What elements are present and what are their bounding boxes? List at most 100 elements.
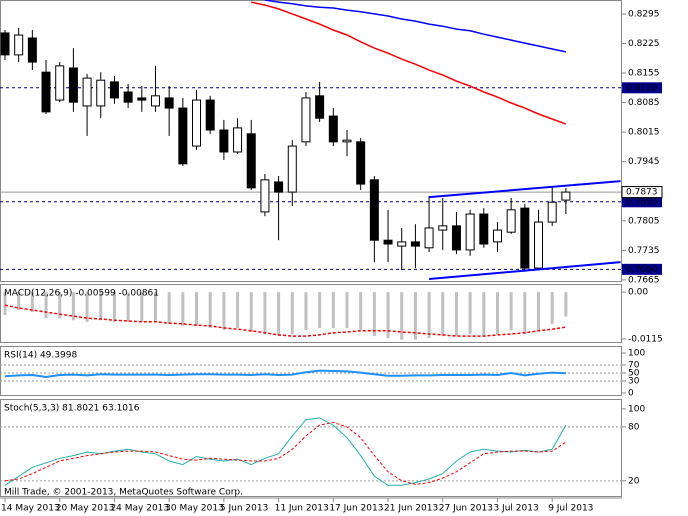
x-tick-label: 5 Jun 2013 [220, 504, 268, 514]
histogram-bar [468, 292, 472, 335]
histogram-bar [153, 292, 157, 322]
series-line [264, 0, 567, 53]
y-tick-label: 0.7665 [628, 275, 660, 285]
y-tick-label: 0.7945 [628, 157, 660, 167]
histogram-bar [400, 292, 404, 340]
trendline [428, 261, 621, 281]
y-tick-label: 0.8085 [628, 98, 660, 108]
y-tick-label: 30 [628, 377, 640, 387]
panel-frame [0, 284, 622, 343]
candle-body [164, 97, 174, 109]
histogram-bar [167, 292, 171, 324]
candle-body [561, 191, 571, 201]
candle-body [14, 34, 24, 56]
candle-body [342, 139, 352, 143]
candle-body [369, 179, 379, 241]
candle-body [260, 179, 270, 213]
y-tick-label: 0.7735 [628, 246, 660, 256]
candle-body [123, 91, 133, 103]
candle-body [233, 127, 243, 153]
candle-body [137, 97, 147, 101]
level-label: 0.7690 [626, 265, 658, 275]
x-tick-label: 17 Jun 2013 [329, 504, 383, 514]
y-tick-label: 100 [628, 349, 645, 359]
histogram-bar [71, 292, 75, 321]
candle-body [55, 65, 65, 101]
histogram-bar [564, 292, 568, 317]
candle-body [547, 201, 557, 223]
candle-body [109, 81, 119, 99]
candle-body [150, 95, 160, 107]
histogram-bar [99, 292, 103, 321]
series-line [4, 417, 567, 486]
histogram-bar [495, 292, 499, 335]
histogram-bar [304, 292, 308, 330]
series-line [251, 1, 567, 125]
candle-body [520, 207, 530, 269]
y-tick-label: 50 [628, 369, 640, 379]
y-tick-label: -0.0115 [628, 334, 663, 344]
histogram-bar [454, 292, 458, 337]
panel-frame [0, 346, 622, 396]
candle-body [205, 99, 215, 131]
histogram-bar [345, 292, 349, 328]
histogram-bar [537, 292, 541, 330]
candle-body [0, 32, 10, 56]
candle-body [192, 99, 202, 147]
histogram-bar [290, 292, 294, 335]
level-label-box [622, 82, 662, 94]
series-line [4, 369, 566, 379]
x-tick-label: 9 Jul 2013 [548, 504, 593, 514]
candle-body [534, 221, 544, 269]
histogram-bar [263, 292, 267, 335]
y-tick-label: 70 [628, 361, 640, 371]
panel-plot [0, 0, 622, 281]
panel-plot [3, 292, 568, 340]
panel-frame [0, 399, 622, 497]
candle-body [451, 225, 461, 251]
histogram-bar [413, 292, 417, 340]
candle-body [410, 241, 420, 247]
histogram-bar [372, 292, 376, 337]
x-tick-label: 20 May 2013 [56, 504, 115, 514]
histogram-bar [318, 292, 322, 328]
histogram-bar [30, 292, 34, 313]
histogram-bar [85, 292, 89, 322]
candle-body [287, 145, 297, 193]
x-tick-label: 30 May 2013 [165, 504, 224, 514]
x-tick-label: 27 Jun 2013 [439, 504, 493, 514]
histogram-bar [181, 292, 185, 326]
histogram-bar [140, 292, 144, 322]
candle-body [315, 95, 325, 119]
y-tick-label: 0.8015 [628, 128, 660, 138]
histogram-bar [523, 292, 527, 335]
candle-body [397, 241, 407, 247]
candle-body [492, 229, 502, 243]
y-tick-label: 0.8155 [628, 69, 660, 79]
panel-frame [0, 0, 622, 282]
level-label: 0.8120 [626, 83, 658, 93]
histogram-bar [482, 292, 486, 337]
y-tick-label: 0.8295 [628, 9, 660, 19]
histogram-bar [359, 292, 363, 330]
candle-body [301, 97, 311, 143]
candle-body [246, 133, 256, 189]
y-tick-label: 0 [628, 389, 634, 399]
candle-body [96, 79, 106, 107]
y-tick-label: 0.7805 [628, 216, 660, 226]
histogram-bar [249, 292, 253, 333]
histogram-bar [427, 292, 431, 339]
panel-plot [0, 417, 622, 486]
histogram-bar [441, 292, 445, 337]
histogram-bar [17, 292, 21, 311]
histogram-bar [331, 292, 335, 328]
footer: Mill Trade, © 2001-2013, MetaQuotes Soft… [4, 488, 243, 498]
x-tick-label: 3 Jul 2013 [493, 504, 538, 514]
histogram-bar [112, 292, 116, 322]
candle-body [178, 107, 188, 165]
candle-body [27, 37, 37, 63]
series-line [4, 304, 567, 337]
y-tick-label: 80 [628, 422, 640, 432]
candle-body [68, 67, 78, 103]
